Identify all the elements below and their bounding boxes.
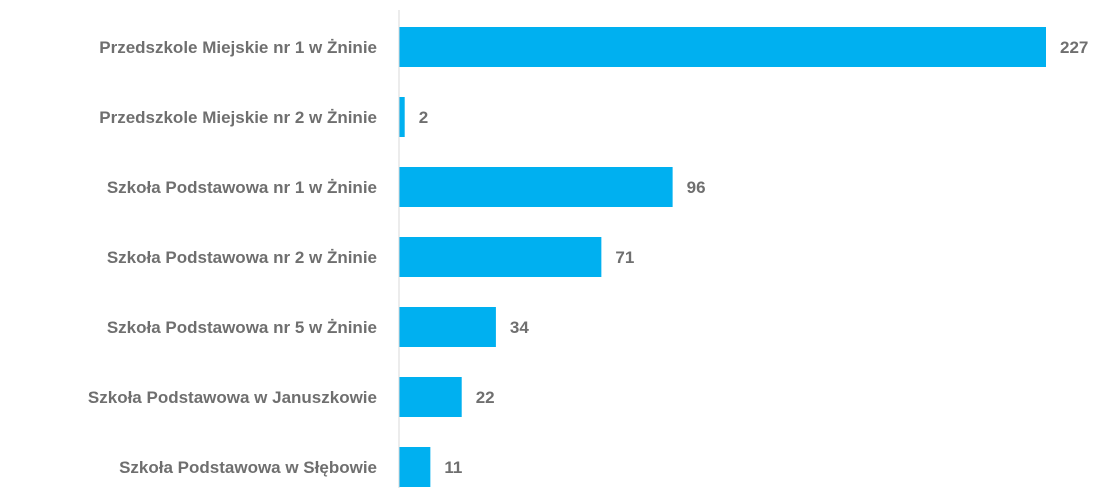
bar-3 xyxy=(399,237,602,277)
bar-1 xyxy=(399,97,405,137)
category-label-1: Przedszkole Miejskie nr 2 w Żninie xyxy=(99,108,377,127)
category-label-4: Szkoła Podstawowa nr 5 w Żninie xyxy=(107,318,377,337)
bar-6 xyxy=(399,447,431,487)
category-labels: Przedszkole Miejskie nr 1 w Żninie Przeds… xyxy=(88,38,377,477)
bar-0 xyxy=(399,27,1046,67)
value-label-6: 11 xyxy=(444,458,462,477)
value-label-4: 34 xyxy=(510,318,529,337)
value-label-2: 96 xyxy=(687,178,706,197)
value-label-3: 71 xyxy=(615,248,634,267)
value-label-0: 227 xyxy=(1060,38,1088,57)
value-labels: 227 2 96 71 34 22 11 xyxy=(419,38,1089,477)
bars-layer xyxy=(399,27,1046,487)
category-label-5: Szkoła Podstawowa w Januszkowie xyxy=(88,388,377,407)
value-label-5: 22 xyxy=(476,388,495,407)
category-label-0: Przedszkole Miejskie nr 1 w Żninie xyxy=(99,38,377,57)
category-label-6: Szkoła Podstawowa w Słębowie xyxy=(119,458,377,477)
bar-2 xyxy=(399,167,673,207)
value-label-1: 2 xyxy=(419,108,428,127)
bar-4 xyxy=(399,307,496,347)
bar-5 xyxy=(399,377,462,417)
category-label-2: Szkoła Podstawowa nr 1 w Żninie xyxy=(107,178,377,197)
category-label-3: Szkoła Podstawowa nr 2 w Żninie xyxy=(107,248,377,267)
